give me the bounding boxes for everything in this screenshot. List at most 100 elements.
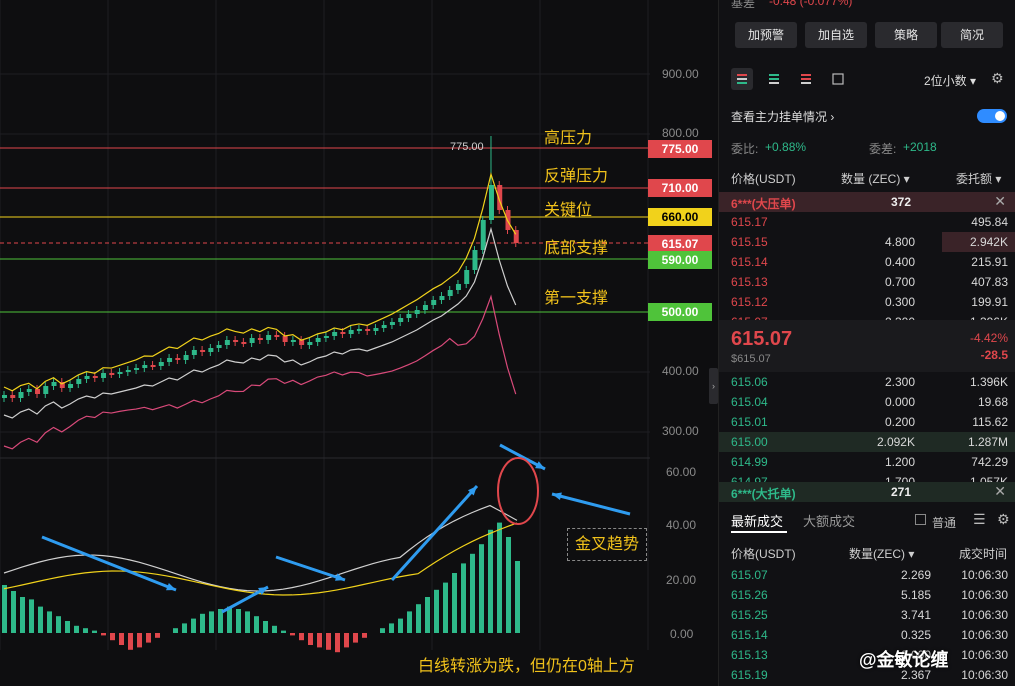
macd-bar bbox=[47, 611, 52, 633]
candle-body bbox=[175, 358, 181, 360]
candle-body bbox=[340, 332, 346, 334]
candle-body bbox=[183, 355, 189, 360]
col-header-total[interactable]: 委托额 ▾ bbox=[956, 172, 1002, 186]
candle-body bbox=[472, 250, 478, 270]
candle-body bbox=[257, 338, 263, 340]
macd-bar bbox=[335, 633, 340, 653]
ask-row[interactable]: 615.13 0.700 407.83 bbox=[731, 275, 1008, 289]
settings-icon[interactable]: ⚙ bbox=[997, 511, 1010, 527]
filter-icon[interactable]: ☰ bbox=[973, 511, 986, 527]
candle-body bbox=[101, 373, 107, 378]
tab-latest-trades[interactable]: 最新成交 bbox=[731, 514, 784, 529]
level-label-rebound-pressure: 反弹压力 bbox=[544, 168, 609, 185]
bid-row[interactable]: 615.00 2.092K 1.287M bbox=[719, 432, 1015, 452]
normal-checkbox[interactable] bbox=[915, 514, 926, 525]
macd-bar bbox=[515, 561, 520, 633]
tab-underline bbox=[731, 531, 787, 533]
ask-row[interactable]: 615.14 0.400 215.91 bbox=[731, 255, 1008, 269]
candle-body bbox=[125, 370, 131, 372]
macd-bar bbox=[245, 611, 250, 633]
candle-body bbox=[389, 322, 395, 325]
price-tag-615: 615.07 bbox=[648, 235, 712, 253]
candle-body bbox=[307, 342, 313, 345]
main-orders-toggle[interactable] bbox=[977, 109, 1007, 123]
candle-body bbox=[299, 340, 305, 345]
candle-body bbox=[241, 342, 247, 344]
base-label: 基差 bbox=[731, 0, 756, 10]
ask-row[interactable]: 615.17 495.84 bbox=[731, 215, 1008, 229]
macd-bar bbox=[20, 597, 25, 633]
close-icon[interactable]: ✕ bbox=[994, 193, 1006, 209]
ask-big-order-row[interactable]: 6***(大压单) 372 ✕ bbox=[719, 192, 1015, 212]
macd-bar bbox=[362, 633, 367, 638]
bid-row[interactable]: 615.04 0.000 19.68 bbox=[731, 395, 1008, 409]
orderbook-asks-icon[interactable] bbox=[795, 68, 817, 90]
candle-body bbox=[200, 350, 206, 352]
add-alert-button[interactable]: 加预警 bbox=[735, 22, 797, 48]
candle-body bbox=[224, 340, 230, 345]
bid-row[interactable]: 615.01 0.200 115.62 bbox=[731, 415, 1008, 429]
macd-bar bbox=[272, 625, 277, 633]
macd-bar bbox=[425, 597, 430, 633]
trade-row: 615.13 0.000 10:06:30 bbox=[731, 648, 1008, 662]
trade-row: 615.14 0.325 10:06:30 bbox=[731, 628, 1008, 642]
macd-bar bbox=[29, 599, 34, 633]
ask-row[interactable]: 615.12 0.300 199.91 bbox=[731, 295, 1008, 309]
orderbook-bids-icon[interactable] bbox=[763, 68, 785, 90]
tab-large-trades[interactable]: 大额成交 bbox=[803, 514, 856, 529]
candle-body bbox=[505, 210, 511, 230]
diff-value: +2018 bbox=[903, 140, 937, 154]
arrow-left-head bbox=[552, 492, 562, 501]
macd-bar bbox=[173, 628, 178, 633]
ratio-value: +0.88% bbox=[765, 140, 807, 154]
chart-area[interactable]: 高压力 反弹压力 关键位 底部支撑 第一支撑 775.00 710.00 660… bbox=[0, 0, 718, 686]
gold-cross-annotation: 金叉趋势 bbox=[567, 528, 647, 561]
add-watchlist-button[interactable]: 加自选 bbox=[805, 22, 867, 48]
col-header-qty[interactable]: 数量 (ZEC) ▾ bbox=[841, 172, 910, 186]
collapse-panel-handle[interactable]: › bbox=[709, 368, 718, 404]
macd-bar bbox=[452, 573, 457, 633]
y-axis-label-900: 900.00 bbox=[662, 67, 699, 81]
macd-bar bbox=[56, 616, 61, 633]
candle-body bbox=[455, 284, 461, 290]
macd-bar bbox=[290, 633, 295, 636]
strategy-button[interactable]: 策略 bbox=[875, 22, 937, 48]
ask-row[interactable]: 615.15 4.800 2.942K bbox=[719, 232, 1015, 252]
macd-bar bbox=[92, 630, 97, 633]
macd-bar bbox=[110, 633, 115, 641]
candle-body bbox=[249, 338, 255, 343]
macd-bar bbox=[461, 563, 466, 633]
gold-cross-circle bbox=[497, 457, 539, 525]
bid-row[interactable]: 614.99 1.200 742.29 bbox=[731, 455, 1008, 469]
price-tag-660: 660.00 bbox=[648, 208, 712, 226]
macd-bar bbox=[434, 589, 439, 633]
candle-body bbox=[282, 336, 288, 342]
candle-body bbox=[356, 329, 362, 331]
decimal-select[interactable]: 2位小数 ▾ bbox=[924, 74, 977, 88]
macd-bar bbox=[497, 522, 502, 633]
settings-icon[interactable]: ⚙ bbox=[991, 70, 1004, 86]
candle-body bbox=[266, 335, 272, 340]
candle-body bbox=[348, 330, 354, 334]
macd-bar bbox=[353, 633, 358, 643]
price-chart[interactable] bbox=[0, 0, 718, 686]
y-axis-label-300: 300.00 bbox=[662, 424, 699, 438]
macd-bar bbox=[38, 606, 43, 633]
trades-col-qty[interactable]: 数量(ZEC) ▾ bbox=[849, 547, 915, 561]
orderbook-both-icon[interactable] bbox=[731, 68, 753, 90]
expand-icon[interactable] bbox=[827, 68, 849, 90]
candle-body bbox=[414, 310, 420, 314]
main-orders-link[interactable]: 查看主力挂单情况 › bbox=[731, 110, 835, 124]
macd-bar bbox=[2, 585, 7, 633]
bid-row[interactable]: 615.06 2.300 1.396K bbox=[731, 375, 1008, 389]
y-axis-label-400: 400.00 bbox=[662, 364, 699, 378]
bb-lower-line bbox=[3, 294, 517, 450]
close-icon[interactable]: ✕ bbox=[994, 483, 1006, 499]
bid-big-order-row[interactable]: 6***(大托单) 271 ✕ bbox=[719, 482, 1015, 502]
macd-axis-label-20: 20.00 bbox=[666, 573, 697, 587]
overview-button[interactable]: 简况 bbox=[941, 22, 1003, 48]
base-value: -0.48 (-0.077%) bbox=[769, 0, 853, 8]
trade-row: 615.25 3.741 10:06:30 bbox=[731, 608, 1008, 622]
candle-body bbox=[208, 348, 214, 352]
level-label-bottom-support: 底部支撑 bbox=[544, 240, 609, 257]
